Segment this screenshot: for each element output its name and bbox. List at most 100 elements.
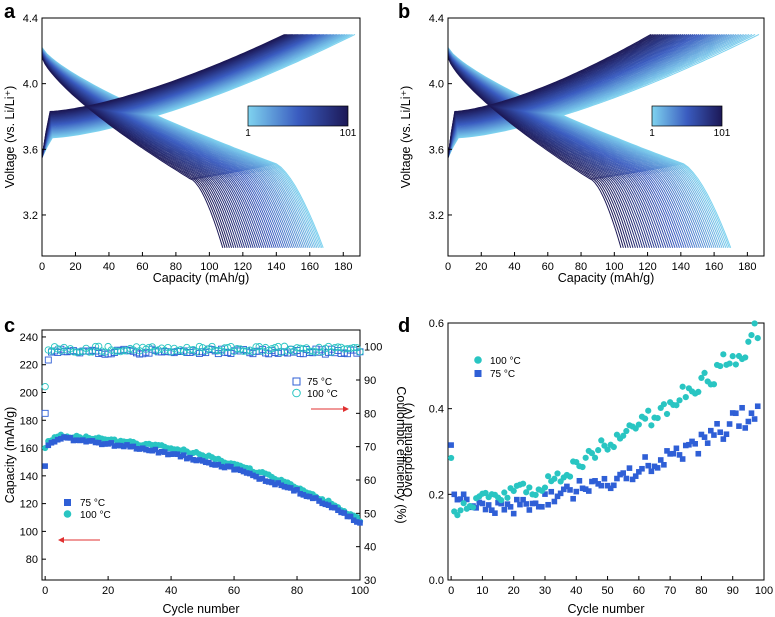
charge-curve	[448, 33, 684, 158]
charge-curve	[448, 33, 657, 158]
panel-c-xlabel: Cycle number	[162, 602, 239, 616]
charge-curve	[448, 33, 750, 158]
overpotential-point-75c	[733, 410, 739, 417]
capacity-point-75c	[180, 452, 187, 458]
charge-curve	[448, 33, 708, 158]
x-tick-label: 140	[267, 261, 285, 273]
charge-curve	[448, 33, 723, 158]
y-tick-label: 4.4	[429, 13, 444, 25]
x-tick-label: 40	[165, 585, 177, 597]
overpotential-point-75c	[617, 471, 623, 478]
capacity-point-75c	[86, 438, 93, 444]
capacity-point-75c	[291, 487, 297, 494]
overpotential-point-75c	[639, 465, 645, 472]
overpotential-point-75c	[682, 442, 689, 449]
capacity-point-75c	[240, 468, 247, 475]
y-tick-label: 3.2	[429, 210, 444, 222]
charge-curve	[448, 33, 756, 158]
panel-c-y2label: Coulombic efficiency (%)	[394, 386, 408, 523]
capacity-point-75c	[275, 480, 281, 486]
x-tick-label: 90	[727, 585, 739, 597]
overpotential-point-75c	[657, 457, 664, 463]
overpotential-point-100c	[582, 454, 589, 461]
overpotential-point-75c	[642, 454, 648, 460]
y2-tick-label: 70	[364, 442, 376, 454]
overpotential-point-100c	[720, 351, 727, 358]
capacity-point-75c	[294, 486, 300, 493]
overpotential-point-75c	[476, 499, 483, 506]
charge-curve	[448, 33, 704, 158]
capacity-point-75c	[127, 443, 133, 450]
y2-tick-label: 80	[364, 408, 376, 420]
panel-a-colorbar-min: 1	[245, 128, 251, 139]
capacity-point-75c	[313, 495, 319, 501]
panel-b-colorbar	[651, 105, 723, 127]
charge-curve	[448, 33, 737, 158]
charge-curve	[42, 33, 300, 158]
overpotential-point-100c	[510, 487, 517, 495]
efficiency-point-100c	[309, 347, 317, 355]
x-tick-label: 160	[705, 261, 723, 273]
capacity-point-75c	[165, 451, 171, 458]
capacity-point-75c	[130, 443, 137, 450]
overpotential-point-75c	[579, 485, 586, 492]
capacity-point-75c	[73, 437, 80, 443]
efficiency-point-100c	[98, 347, 106, 355]
overpotential-point-75c	[454, 496, 461, 503]
capacity-point-75c	[237, 467, 244, 474]
capacity-point-75c	[83, 438, 89, 445]
y-tick-label: 4.0	[23, 79, 38, 91]
efficiency-point-100c	[271, 344, 279, 352]
x-tick-label: 20	[508, 585, 520, 597]
x-tick-label: 60	[228, 585, 240, 597]
panel-b-frame	[447, 17, 765, 257]
overpotential-point-75c	[573, 488, 580, 495]
overpotential-point-75c	[485, 502, 492, 508]
overpotential-point-75c	[473, 505, 479, 511]
overpotential-point-75c	[457, 496, 464, 502]
charge-curve	[448, 33, 670, 158]
panel-c-ylabel: Capacity (mAh/g)	[3, 407, 17, 504]
capacity-point-75c	[262, 478, 269, 484]
overpotential-point-75c	[720, 436, 727, 442]
charge-curve	[448, 33, 686, 158]
y2-tick-label: 50	[364, 508, 376, 520]
y-tick-label: 3.6	[23, 144, 38, 156]
efficiency-point-100c	[44, 346, 52, 354]
capacity-point-75c	[354, 519, 360, 525]
legend-eff-75-label: 75 °C	[307, 377, 332, 388]
capacity-point-75c	[124, 442, 130, 448]
overpotential-point-75c	[542, 491, 548, 497]
capacity-point-75c	[319, 500, 326, 507]
x-tick-label: 50	[601, 585, 613, 597]
overpotential-point-100c	[654, 414, 661, 422]
overpotential-point-75c	[489, 507, 495, 513]
legend-d-100-marker	[474, 356, 482, 364]
panel-b-xlabel: Capacity (mAh/g)	[558, 271, 655, 285]
overpotential-point-75c	[582, 486, 589, 492]
capacity-point-75c	[161, 449, 168, 455]
x-tick-label: 100	[605, 261, 623, 273]
y-tick-label: 0.2	[429, 489, 444, 501]
overpotential-point-75c	[601, 475, 608, 482]
panel-a-colorbar	[247, 105, 349, 127]
charge-curve	[42, 33, 326, 158]
panel-a-colorbar-max: 101	[340, 128, 357, 139]
y-tick-label: 4.0	[429, 79, 444, 91]
overpotential-point-100c	[648, 422, 655, 429]
panel-d-points	[448, 320, 761, 519]
efficiency-point-100c	[356, 348, 364, 356]
capacity-point-75c	[58, 436, 64, 442]
overpotential-point-75c	[501, 506, 508, 513]
charge-curve	[448, 33, 706, 158]
overpotential-point-100c	[717, 362, 724, 370]
efficiency-point-100c	[195, 342, 204, 351]
charge-curve	[42, 33, 341, 158]
capacity-point-75c	[184, 455, 190, 462]
overpotential-point-75c	[554, 493, 561, 500]
overpotential-point-75c	[451, 491, 458, 498]
overpotential-point-75c	[679, 456, 686, 462]
overpotential-point-75c	[504, 501, 511, 507]
capacity-point-75c	[344, 513, 351, 520]
capacity-point-75c	[187, 454, 193, 461]
